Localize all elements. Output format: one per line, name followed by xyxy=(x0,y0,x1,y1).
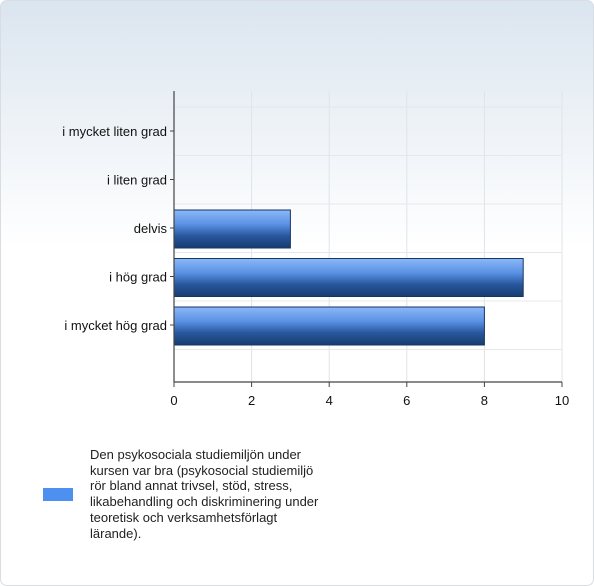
bars xyxy=(173,209,524,346)
legend-swatch xyxy=(43,487,73,501)
legend: Den psykosociala studiemiljön under kurs… xyxy=(43,447,323,541)
x-tick-label-0: 0 xyxy=(170,393,177,408)
x-tick-label-2: 4 xyxy=(326,393,333,408)
axis-labels: i mycket liten grad i liten grad delvis i h… xyxy=(62,124,569,408)
x-tick-label-5: 10 xyxy=(555,393,569,408)
bar-2 xyxy=(173,209,291,249)
legend-label: Den psykosociala studiemiljön under kurs… xyxy=(90,447,319,541)
bar-3 xyxy=(173,258,524,297)
category-label-4: i mycket hög grad xyxy=(64,318,167,333)
category-label-2: delvis xyxy=(134,221,168,236)
grid-lines xyxy=(173,91,563,382)
category-label-1: i liten grad xyxy=(107,173,167,188)
x-tick-label-4: 8 xyxy=(481,393,488,408)
axes xyxy=(170,91,563,387)
x-tick-label-1: 2 xyxy=(248,393,255,408)
category-label-3: i hög grad xyxy=(109,270,167,285)
category-label-0: i mycket liten grad xyxy=(62,124,167,139)
x-tick-label-3: 6 xyxy=(403,393,410,408)
bar-4 xyxy=(173,306,485,346)
